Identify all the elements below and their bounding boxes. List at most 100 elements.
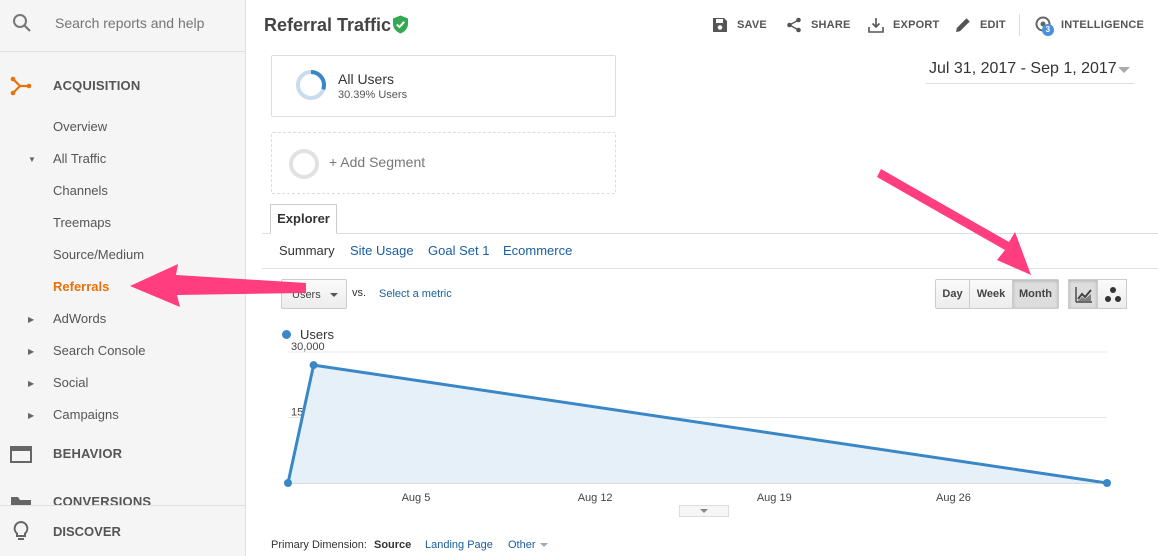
sidebar-item-social[interactable]: ▶ Social: [0, 369, 245, 397]
sidebar-item-overview[interactable]: Overview: [0, 113, 245, 141]
segment-name: All Users: [338, 71, 395, 87]
metric-dropdown[interactable]: Users: [281, 279, 347, 309]
intelligence-icon: 3: [1034, 16, 1054, 36]
y-tick-label: 30,000: [291, 341, 325, 353]
bubble-chart-icon: [1105, 287, 1121, 302]
annotation-arrow-right: [877, 169, 1031, 275]
date-range-picker[interactable]: Jul 31, 2017 - Sep 1, 2017: [926, 58, 1134, 84]
subtab-summary[interactable]: Summary: [279, 243, 335, 258]
sidebar-item-search-console[interactable]: ▶ Search Console: [0, 337, 245, 365]
edit-button[interactable]: EDIT: [955, 16, 1006, 34]
notification-badge: 3: [1042, 24, 1054, 36]
section-conversions[interactable]: CONVERSIONS: [0, 482, 245, 506]
section-discover[interactable]: DISCOVER: [0, 505, 245, 556]
segment-percent: 30.39% Users: [338, 89, 408, 101]
x-tick-label: Aug 19: [757, 492, 792, 504]
line-chart-toggle[interactable]: [1068, 279, 1098, 309]
sidebar: Search reports and help ACQUISITION Over…: [0, 0, 246, 556]
page-title: Referral Traffic: [264, 15, 392, 35]
acquisition-icon: [10, 76, 32, 96]
data-point: [1103, 479, 1111, 487]
sidebar-item-label: AdWords: [53, 311, 107, 326]
tab-divider: [262, 233, 1158, 234]
section-behavior-label: BEHAVIOR: [53, 446, 123, 461]
intelligence-label: INTELLIGENCE: [1061, 19, 1145, 31]
section-acquisition[interactable]: ACQUISITION: [0, 66, 245, 106]
verified-shield-icon: [393, 15, 408, 34]
segment-card-all-users[interactable]: All Users 30.39% Users: [271, 55, 616, 117]
collapsed-triangle-icon: ▶: [28, 379, 35, 388]
data-point: [309, 361, 318, 370]
sidebar-item-all-traffic[interactable]: ▼ All Traffic: [0, 145, 245, 173]
search-input[interactable]: Search reports and help: [55, 15, 205, 31]
section-behavior[interactable]: BEHAVIOR: [0, 434, 245, 474]
chevron-down-icon: [1118, 67, 1130, 73]
share-icon: [787, 17, 801, 33]
section-conversions-label: CONVERSIONS: [53, 494, 152, 506]
tab-explorer[interactable]: Explorer: [270, 204, 337, 234]
sidebar-item-label: Search Console: [53, 343, 146, 358]
sidebar-item-campaigns[interactable]: ▶ Campaigns: [0, 401, 245, 429]
sidebar-item-label: Social: [53, 375, 89, 390]
subtab-ecommerce[interactable]: Ecommerce: [503, 243, 573, 258]
share-button[interactable]: SHARE: [786, 16, 851, 34]
save-icon: [713, 18, 727, 32]
sidebar-item-label: Treemaps: [53, 215, 112, 230]
save-label: SAVE: [737, 19, 767, 31]
select-metric-link[interactable]: Select a metric: [379, 288, 452, 300]
collapsed-triangle-icon: ▶: [28, 411, 35, 420]
motion-chart-toggle[interactable]: [1097, 279, 1127, 309]
dimension-source[interactable]: Source: [374, 539, 412, 551]
caret-down-icon: [330, 293, 338, 297]
empty-segment-ring-icon: [289, 149, 319, 179]
behavior-icon: [10, 446, 32, 463]
share-label: SHARE: [811, 19, 851, 31]
report-header: Referral Traffic SAVE SHARE: [246, 0, 1158, 48]
primary-dimension-label: Primary Dimension:: [271, 539, 367, 551]
sidebar-item-adwords[interactable]: ▶ AdWords: [0, 305, 245, 333]
section-discover-label: DISCOVER: [53, 524, 121, 539]
dimension-other-label: Other: [508, 539, 536, 551]
sidebar-item-referrals[interactable]: Referrals: [0, 273, 245, 301]
subtab-divider: [262, 268, 1158, 269]
sidebar-item-label: Campaigns: [53, 407, 119, 422]
x-tick-label: Aug 5: [402, 492, 431, 504]
chart-resize-handle[interactable]: [679, 505, 729, 517]
add-segment-button[interactable]: + Add Segment: [271, 132, 616, 194]
sidebar-item-treemaps[interactable]: Treemaps: [0, 209, 245, 237]
save-button[interactable]: SAVE: [712, 16, 767, 34]
line-chart-icon: [1075, 287, 1092, 303]
lightbulb-icon: [13, 520, 29, 540]
granularity-day-button[interactable]: Day: [935, 279, 970, 309]
sidebar-item-channels[interactable]: Channels: [0, 177, 245, 205]
granularity-month-button[interactable]: Month: [1012, 279, 1059, 309]
intelligence-button[interactable]: 3 INTELLIGENCE: [1034, 16, 1145, 36]
sidebar-item-label: Referrals: [53, 279, 110, 294]
subtab-site-usage[interactable]: Site Usage: [350, 243, 414, 258]
vs-label: vs.: [352, 287, 367, 299]
sidebar-item-source-medium[interactable]: Source/Medium: [0, 241, 245, 269]
x-tick-label: Aug 26: [936, 492, 971, 504]
section-acquisition-label: ACQUISITION: [53, 78, 141, 93]
dimension-other-dropdown[interactable]: Other: [508, 539, 548, 551]
sidebar-item-label: Channels: [53, 183, 108, 198]
caret-down-icon: [700, 509, 708, 513]
search-bar[interactable]: Search reports and help: [0, 0, 245, 52]
collapsed-triangle-icon: ▶: [28, 347, 35, 356]
export-label: EXPORT: [893, 19, 940, 31]
add-segment-label: + Add Segment: [329, 154, 426, 170]
caret-down-icon: [539, 543, 548, 548]
collapsed-triangle-icon: ▶: [28, 315, 35, 324]
export-icon: [868, 18, 884, 33]
edit-label: EDIT: [980, 19, 1006, 31]
subtab-goal-set-1[interactable]: Goal Set 1: [428, 243, 490, 258]
dimension-landing-page[interactable]: Landing Page: [425, 539, 493, 551]
search-icon: [13, 14, 31, 32]
sidebar-item-label: Overview: [53, 119, 108, 134]
export-button[interactable]: EXPORT: [868, 16, 939, 34]
conversions-icon: [11, 497, 31, 506]
data-point: [284, 479, 292, 487]
granularity-week-button[interactable]: Week: [969, 279, 1013, 309]
